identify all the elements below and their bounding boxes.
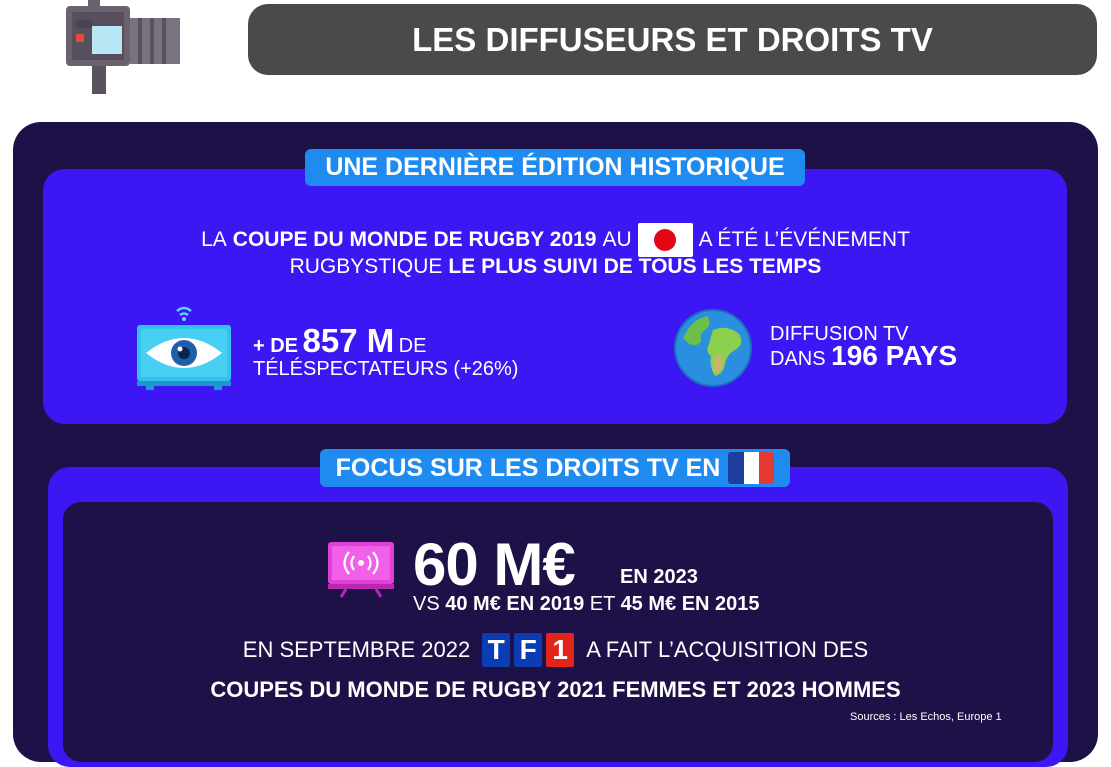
acquisition-text: A FAIT L’ACQUISITION DES xyxy=(586,637,869,662)
text-mid: AU xyxy=(602,228,632,251)
tf1-logo-f: F xyxy=(514,633,543,667)
rights-amount: 60 M€ xyxy=(413,531,576,598)
countries-stat: DIFFUSION TV DANS 196 PAYS xyxy=(770,323,957,370)
page-title: LES DIFFUSEURS ET DROITS TV xyxy=(412,20,933,58)
section-label-tv-rights: FOCUS SUR LES DROITS TV EN xyxy=(320,449,790,487)
viewers-stat: + DE 857 M DE TÉLÉSPECTATEURS (+26%) xyxy=(253,322,518,381)
text-post: A ÉTÉ L’ÉVÉNEMENT xyxy=(698,228,910,251)
tv-rights-inner-panel xyxy=(63,502,1053,762)
japan-flag-icon xyxy=(637,223,693,257)
tf1-logo-t: T xyxy=(482,633,511,667)
countries-value: 196 PAYS xyxy=(831,340,958,371)
france-flag-icon xyxy=(728,452,775,484)
viewers-value: 857 M xyxy=(302,322,395,359)
section-label-text: FOCUS SUR LES DROITS TV EN xyxy=(335,453,721,482)
globe-icon xyxy=(674,309,752,387)
rights-comparison: VS 40 M€ EN 2019 ET 45 M€ EN 2015 xyxy=(413,593,760,616)
sources-note: Sources : Les Echos, Europe 1 xyxy=(850,711,1002,723)
text-pre: RUGBYSTIQUE xyxy=(289,255,443,278)
tv-broadcast-icon xyxy=(328,542,394,598)
tf1-logo: T F 1 xyxy=(480,632,576,668)
headline-line-2: RUGBYSTIQUE LE PLUS SUIVI DE TOUS LES TE… xyxy=(0,253,1111,281)
viewers-prefix: + DE xyxy=(253,335,299,357)
tf1-logo-1: 1 xyxy=(546,633,575,667)
tv-eye-icon xyxy=(137,306,231,390)
camera-icon xyxy=(66,0,180,94)
text-bold: COUPE DU MONDE DE RUGBY 2019 xyxy=(232,228,597,251)
value-2019: 40 M€ EN 2019 xyxy=(445,593,585,615)
vs-mid: ET xyxy=(589,593,615,615)
acquisition-details: COUPES DU MONDE DE RUGBY 2021 FEMMES ET … xyxy=(210,677,901,702)
section-label-historic: UNE DERNIÈRE ÉDITION HISTORIQUE xyxy=(305,149,805,186)
text-pre: LA xyxy=(201,228,227,251)
text-bold: LE PLUS SUIVI DE TOUS LES TEMPS xyxy=(448,255,822,278)
rights-amount-year: EN 2023 xyxy=(620,566,698,588)
vs-prefix: VS xyxy=(413,593,440,615)
header-title-bar: LES DIFFUSEURS ET DROITS TV xyxy=(248,4,1097,75)
viewers-label: TÉLÉSPECTATEURS (+26%) xyxy=(253,358,519,380)
viewers-unit: DE xyxy=(398,335,427,357)
value-2015: 45 M€ EN 2015 xyxy=(620,593,760,615)
acquisition-line: EN SEPTEMBRE 2022 T F 1 A FAIT L’ACQUISI… xyxy=(0,630,1111,670)
countries-prefix: DANS xyxy=(770,348,826,370)
countries-line1: DIFFUSION TV xyxy=(770,323,909,345)
acquisition-date: EN SEPTEMBRE 2022 xyxy=(242,637,471,662)
headline-line-1: LA COUPE DU MONDE DE RUGBY 2019 AU A ÉTÉ… xyxy=(0,223,1111,257)
